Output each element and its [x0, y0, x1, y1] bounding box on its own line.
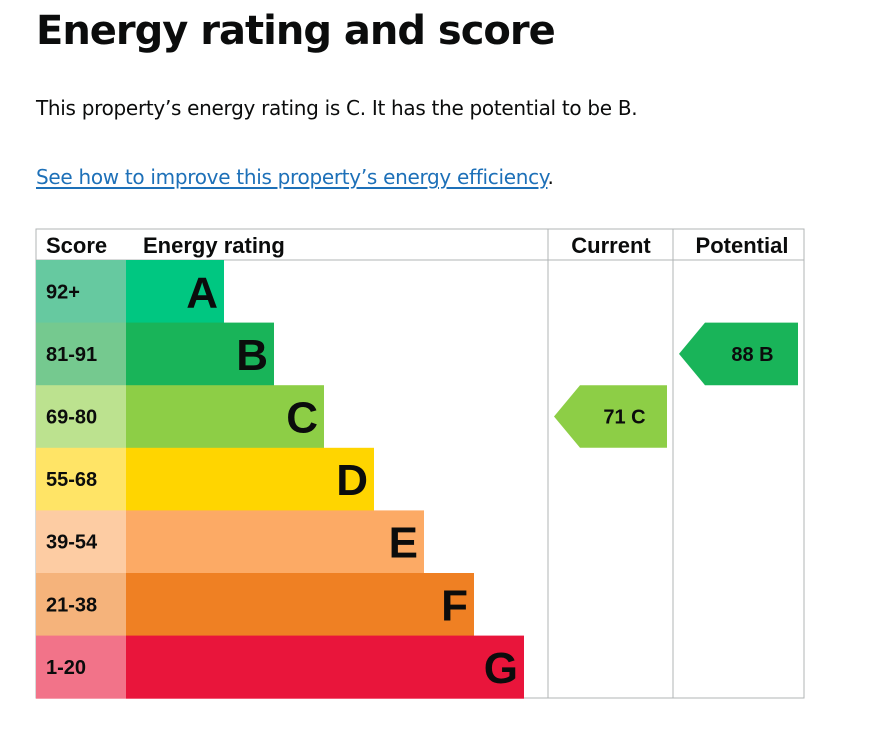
score-range-g: 1-20 — [46, 657, 86, 679]
band-bar-c — [126, 385, 324, 449]
band-letter-b: B — [236, 331, 268, 380]
score-cell-d — [36, 447, 126, 511]
band-row-d: 55-68 D — [36, 447, 374, 511]
band-letter-c: C — [286, 394, 318, 443]
potential-rating-arrow-shape — [679, 322, 798, 386]
link-suffix: . — [547, 165, 554, 189]
band-row-f: 21-38 F — [36, 573, 474, 637]
band-row-c: 69-80 C — [36, 385, 324, 449]
header-current: Current — [571, 233, 651, 258]
arrows-layer: 71 C 88 B — [554, 322, 798, 448]
score-cell-a — [36, 260, 126, 324]
score-range-b: 81-91 — [46, 344, 97, 366]
band-letter-d: D — [336, 456, 368, 505]
band-bar-a — [126, 260, 224, 324]
band-bar-b — [126, 322, 274, 386]
header-score: Score — [46, 233, 107, 258]
score-cell-c — [36, 385, 126, 449]
header-potential: Potential — [696, 233, 789, 258]
band-letter-e: E — [389, 519, 418, 568]
band-letter-a: A — [186, 268, 218, 317]
band-row-e: 39-54 E — [36, 510, 424, 574]
score-range-e: 39-54 — [46, 532, 98, 554]
chart-grid — [35, 228, 805, 699]
score-range-d: 55-68 — [46, 469, 97, 491]
current-rating-arrow-shape — [554, 385, 667, 448]
improve-link-line: See how to improve this property’s energ… — [36, 163, 554, 191]
current-rating-arrow: 71 C — [554, 385, 667, 448]
band-letter-f: F — [441, 581, 468, 630]
improve-efficiency-link[interactable]: See how to improve this property’s energ… — [36, 165, 548, 189]
current-rating-arrow-label: 71 C — [603, 407, 645, 429]
header-energy-rating: Energy rating — [143, 233, 285, 258]
score-range-f: 21-38 — [46, 594, 97, 616]
band-row-g: 1-20 G — [36, 635, 524, 699]
score-cell-e — [36, 510, 126, 574]
score-range-a: 92+ — [46, 281, 80, 303]
potential-rating-arrow-label: 88 B — [731, 344, 773, 366]
bands-layer: 92+ A 81-91 B 69-80 C 55-68 D 39-54 E 21-38 F 1-20 G — [36, 260, 524, 699]
page-title: Energy rating and score — [36, 8, 556, 54]
band-bar-f — [126, 573, 474, 637]
band-letter-g: G — [484, 644, 518, 693]
band-row-a: 92+ A — [36, 260, 224, 324]
score-cell-b — [36, 322, 126, 386]
band-bar-d — [126, 447, 374, 511]
band-bar-e — [126, 510, 424, 574]
rating-description: This property’s energy rating is C. It h… — [36, 96, 638, 120]
score-cell-f — [36, 573, 126, 637]
score-range-c: 69-80 — [46, 407, 97, 429]
potential-rating-arrow: 88 B — [679, 322, 798, 386]
score-cell-g — [36, 635, 126, 699]
band-bar-g — [126, 635, 524, 699]
band-row-b: 81-91 B — [36, 322, 274, 386]
